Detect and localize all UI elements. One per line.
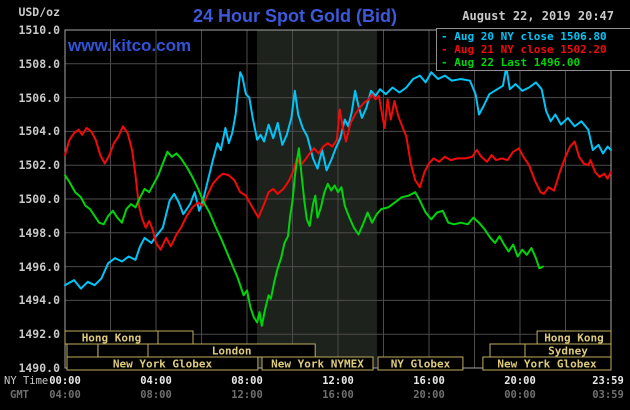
- session-label-new-york-nymex: New York NYMEX: [271, 358, 364, 371]
- x-axis-tick-gmt: 16:00: [322, 389, 354, 401]
- session-box-unlabeled: [157, 330, 194, 345]
- x-axis-tick-ny: 23:59: [592, 375, 624, 387]
- session-label-sydney: Sydney: [548, 345, 588, 358]
- kitco-watermark-link[interactable]: www.kitco.com: [68, 36, 192, 55]
- session-box-new-york-nymex: [261, 356, 374, 371]
- session-label-london: London: [212, 345, 252, 358]
- x-axis-tick-gmt: 08:00: [140, 389, 172, 401]
- x-axis-tick-gmt: 04:00: [49, 389, 81, 401]
- y-axis-tick-label: 1506.0: [18, 90, 60, 105]
- x-axis-tick-ny: 20:00: [504, 375, 536, 387]
- series-line-aug-22: [64, 147, 544, 327]
- y-axis-tick-label: 1496.0: [18, 259, 60, 274]
- session-box-new-york-globex: [482, 356, 612, 371]
- x-axis-tick-ny: 00:00: [49, 375, 81, 387]
- session-box-unlabeled: [489, 343, 526, 358]
- legend-item-aug-21: - Aug 21 NY close 1502.20: [441, 43, 607, 56]
- legend-item-aug-20: - Aug 20 NY close 1506.80: [441, 30, 607, 43]
- x-axis-tick-gmt: 03:59: [592, 389, 624, 401]
- chart-timestamp: August 22, 2019 20:47: [462, 9, 614, 23]
- series-line-aug-21: [64, 93, 612, 251]
- y-axis-tick-label: 1510.0: [18, 23, 60, 37]
- session-label-ny-globex: NY Globex: [391, 358, 451, 371]
- y-axis-unit-label: USD/oz: [18, 5, 60, 19]
- session-box-new-york-globex: [66, 356, 259, 371]
- x-axis-tick-gmt: 12:00: [231, 389, 263, 401]
- y-axis-tick-label: 1500.0: [18, 192, 60, 206]
- legend: - Aug 20 NY close 1506.80- Aug 21 NY clo…: [436, 28, 630, 71]
- ny-time-axis-label: NY Time: [4, 375, 49, 387]
- session-label-hong-kong: Hong Kong: [544, 332, 604, 345]
- y-axis-tick-label: 1492.0: [18, 327, 60, 342]
- session-label-new-york-globex: New York Globex: [113, 358, 213, 371]
- x-axis-tick-ny: 04:00: [140, 375, 172, 387]
- y-axis-tick-label: 1504.0: [18, 124, 60, 139]
- x-axis-tick-ny: 16:00: [413, 375, 445, 387]
- y-axis-tick-label: 1498.0: [18, 225, 60, 240]
- session-box-ny-globex: [377, 356, 464, 371]
- x-axis-tick-ny: 12:00: [322, 375, 354, 387]
- y-axis-tick-label: 1490.0: [18, 361, 60, 375]
- y-axis-tick-label: 1502.0: [18, 158, 60, 173]
- session-box-unlabeled: [66, 343, 99, 358]
- page-title: 24 Hour Spot Gold (Bid): [193, 6, 397, 26]
- gmt-axis-label: GMT: [10, 389, 29, 401]
- session-label-new-york-globex: New York Globex: [497, 358, 597, 371]
- x-axis-tick-gmt: 00:00: [504, 389, 536, 401]
- session-label-hong-kong: Hong Kong: [82, 332, 142, 345]
- session-box-unlabeled: [97, 343, 149, 358]
- x-axis-tick-gmt: 20:00: [413, 389, 445, 401]
- y-axis-tick-label: 1494.0: [18, 293, 60, 308]
- y-axis-tick-label: 1508.0: [18, 56, 60, 71]
- legend-item-aug-22: - Aug 22 Last 1496.00: [441, 56, 581, 69]
- x-axis-tick-ny: 08:00: [231, 375, 263, 387]
